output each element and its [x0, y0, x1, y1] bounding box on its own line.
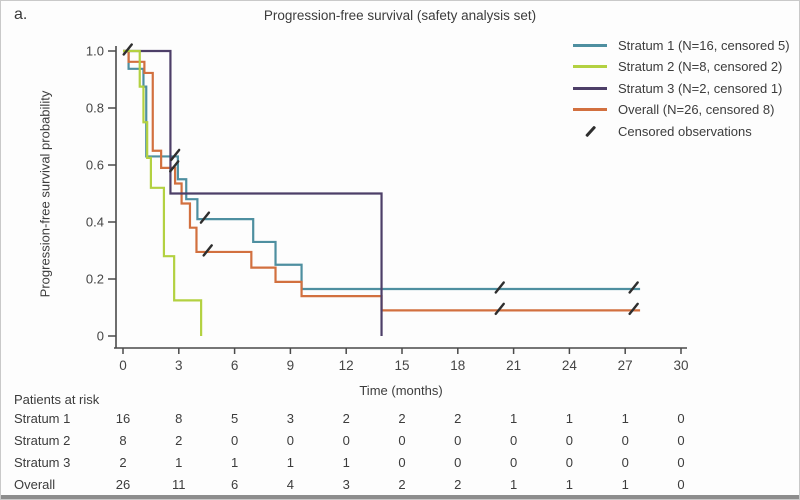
- risk-cell: 0: [509, 455, 518, 470]
- axes: 1.0 0.8 0.6 0.4 0.2 00 3 6 9 12 15 18 21 24 27 30: [86, 44, 689, 374]
- x-tick-label: 24: [562, 358, 578, 373]
- risk-cell: 2: [454, 477, 462, 492]
- y-axis-title: Progression-free survival probability: [37, 90, 53, 298]
- risk-cell: 1: [342, 455, 350, 470]
- risk-cell: 1: [230, 455, 239, 470]
- risk-cell: 2: [342, 411, 350, 426]
- risk-cell: 26: [115, 477, 131, 492]
- y-tick-label: 0.2: [86, 272, 104, 287]
- risk-cell: 0: [454, 433, 462, 448]
- y-tick-label: 0.4: [86, 215, 104, 230]
- km-curve-stratum-2: [123, 49, 203, 336]
- legend-label-stratum-3: Stratum 3 (N=2, censored 1): [618, 80, 783, 96]
- censor-marks-overall: [169, 160, 639, 316]
- risk-row-label: Stratum 2: [14, 433, 71, 448]
- x-tick-label: 9: [287, 358, 295, 373]
- risk-cell: 11: [172, 477, 186, 492]
- y-tick-label: 0.8: [86, 101, 104, 116]
- risk-cell: 1: [565, 411, 574, 426]
- risk-row-label: Stratum 1: [14, 411, 71, 426]
- risk-cell: 0: [230, 433, 239, 448]
- risk-cell: 0: [677, 477, 685, 492]
- risk-cell: 1: [175, 455, 183, 470]
- risk-cell: 0: [565, 455, 574, 470]
- bottom-edge-bar: [1, 495, 799, 499]
- risk-cell: 0: [677, 411, 685, 426]
- risk-cell: 1: [286, 455, 295, 470]
- risk-cell: 1: [565, 477, 574, 492]
- risk-cell: 2: [398, 411, 406, 426]
- x-tick-label: 6: [231, 358, 239, 373]
- x-tick-label: 12: [339, 358, 354, 373]
- x-tick-label: 15: [394, 358, 409, 373]
- legend-label-stratum-2: Stratum 2 (N=8, censored 2): [618, 59, 783, 74]
- risk-cell: 0: [565, 433, 574, 448]
- risk-row-label: Overall: [14, 477, 56, 492]
- risk-cell: 1: [509, 411, 518, 426]
- risk-cell: 0: [621, 433, 629, 448]
- risk-cell: 5: [230, 411, 239, 426]
- panel-letter-label: a.: [14, 6, 28, 23]
- legend-item-overall: Overall (N=26, censored 8): [573, 102, 790, 117]
- x-tick-label: 0: [119, 358, 127, 373]
- risk-cell: 3: [342, 477, 350, 492]
- legend-label-censored: Censored observations: [618, 123, 752, 139]
- risk-cell: 2: [175, 433, 183, 448]
- legend-line-swatch-stratum-1: [573, 43, 607, 47]
- risk-cell: 0: [342, 433, 350, 448]
- y-tick-label: 1.0: [86, 44, 104, 59]
- legend-item-stratum-2: Stratum 2 (N=8, censored 2): [573, 59, 790, 74]
- risk-cell: 16: [115, 411, 131, 426]
- risk-cell: 2: [454, 411, 462, 426]
- risk-cell: 0: [398, 455, 406, 470]
- x-tick-label: 27: [618, 358, 633, 373]
- risk-row-label: Stratum 3: [14, 455, 71, 470]
- risk-cell: 0: [286, 433, 295, 448]
- x-tick-label: 21: [506, 358, 521, 373]
- legend-label-overall: Overall (N=26, censored 8): [618, 102, 775, 117]
- y-tick-label: 0: [97, 329, 104, 344]
- risk-cell: 0: [621, 455, 629, 470]
- x-axis-title: Time (months): [359, 383, 443, 398]
- risk-cell: 0: [677, 455, 685, 470]
- risk-table-title: Patients at risk: [14, 392, 100, 407]
- risk-cell: 1: [621, 477, 629, 492]
- risk-cell: 6: [230, 477, 239, 492]
- legend-line-swatch-stratum-3: [573, 86, 607, 90]
- risk-cell: 8: [175, 411, 183, 426]
- legend-line-swatch-stratum-2: [573, 65, 607, 68]
- risk-cell: 0: [454, 455, 462, 470]
- legend-item-stratum-1: Stratum 1 (N=16, censored 5): [573, 37, 790, 53]
- x-tick-label: 3: [175, 358, 183, 373]
- legend-item-censored: Censored observations: [573, 123, 790, 139]
- risk-cell: 0: [509, 433, 518, 448]
- risk-cell: 1: [621, 411, 629, 426]
- x-tick-label: 30: [673, 358, 688, 373]
- legend-label-stratum-1: Stratum 1 (N=16, censored 5): [618, 37, 790, 53]
- risk-cell: 2: [398, 477, 406, 492]
- y-tick-label: 0.6: [86, 158, 104, 173]
- risk-cell: 1: [509, 477, 518, 492]
- legend: Stratum 1 (N=16, censored 5) Stratum 2 (…: [573, 38, 790, 146]
- risk-cell: 8: [119, 433, 127, 448]
- censored-slash-icon: [573, 124, 607, 138]
- x-tick-label: 18: [450, 358, 465, 373]
- risk-cell: 2: [119, 455, 127, 470]
- censor-marks-stratum-1: [122, 43, 639, 294]
- legend-line-swatch-overall: [573, 108, 607, 111]
- legend-item-stratum-3: Stratum 3 (N=2, censored 1): [573, 80, 790, 96]
- km-curve-overall: [123, 49, 641, 312]
- km-curve-stratum-3: [123, 49, 383, 336]
- risk-cell: 0: [677, 433, 685, 448]
- risk-cell: 3: [286, 411, 295, 426]
- risk-cell: 0: [398, 433, 406, 448]
- chart-title: Progression-free survival (safety analys…: [263, 8, 537, 23]
- risk-cell: 4: [286, 477, 295, 492]
